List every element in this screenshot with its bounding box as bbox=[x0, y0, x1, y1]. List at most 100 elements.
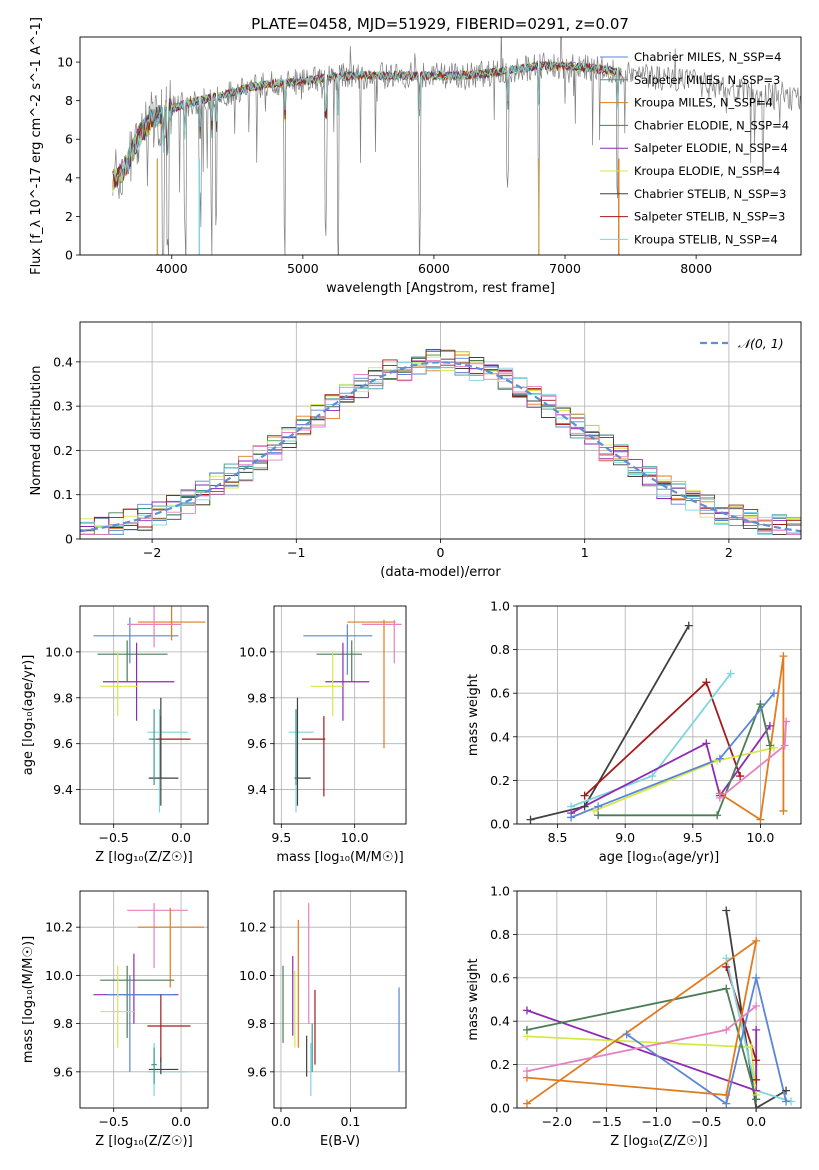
x-tick-label: −0.5 bbox=[99, 1114, 129, 1129]
weight-vs-age-chart: 8.5 9.0 9.5 10.0 0.0 0.2 0.4 0.6 0.8 1.0 age [log₁… bbox=[466, 599, 802, 865]
data-point bbox=[127, 606, 182, 648]
weight-marker bbox=[779, 652, 788, 661]
model-spectrum-line bbox=[112, 61, 622, 188]
y-tick-label: 0.4 bbox=[490, 729, 510, 744]
y-tick-label: 10.0 bbox=[239, 644, 267, 659]
data-point bbox=[310, 651, 343, 717]
weight-series-line bbox=[583, 680, 741, 797]
axes-frame bbox=[79, 36, 802, 256]
data-point bbox=[100, 965, 175, 1039]
weight-marker bbox=[782, 717, 791, 726]
histogram-step bbox=[80, 349, 801, 532]
model-spectrum-line bbox=[112, 60, 622, 188]
weight-marker bbox=[752, 1104, 761, 1112]
age-vs-mass-chart: 9.5 10.0 9.4 9.6 9.8 10.0 mass [log₁₀(M/M☉)] bbox=[239, 605, 407, 865]
legend-label: Salpeter STELIB, N_SSP=3 bbox=[634, 210, 785, 224]
y-tick-label: 0.2 bbox=[490, 773, 510, 788]
weight-marker bbox=[722, 954, 731, 963]
mass-vs-EBV-plot-area bbox=[282, 903, 400, 1096]
y-tick-label: 9.8 bbox=[247, 1016, 267, 1031]
y-tick-label: 10.2 bbox=[239, 920, 267, 935]
x-tick-label: 0.0 bbox=[271, 1114, 291, 1129]
figure-title: PLATE=0458, MJD=51929, FIBERID=0291, z=0… bbox=[251, 15, 629, 33]
data-point bbox=[294, 697, 311, 806]
legend-label: Kroupa ELODIE, N_SSP=4 bbox=[634, 164, 780, 178]
axes-frame bbox=[79, 890, 209, 1109]
legend-label: Salpeter ELODIE, N_SSP=4 bbox=[634, 141, 788, 155]
y-axis-label: mass weight bbox=[466, 674, 481, 756]
weight-marker bbox=[567, 813, 576, 822]
weight-series-line bbox=[570, 692, 775, 819]
data-point bbox=[347, 619, 396, 749]
weight-marker bbox=[684, 621, 693, 630]
data-point bbox=[147, 709, 188, 813]
y-tick-label: 9.4 bbox=[53, 782, 73, 797]
weight-marker bbox=[580, 791, 589, 800]
data-point bbox=[93, 617, 179, 664]
weight-vs-Z-chart: −2.0 −1.5 −1.0 −0.5 0.0 0.0 0.2 0.4 0.6 0.8 1.0 Z [… bbox=[466, 884, 802, 1149]
model-spectrum-line bbox=[112, 60, 622, 193]
weight-marker bbox=[782, 1097, 791, 1106]
y-tick-label: 0.0 bbox=[490, 817, 510, 832]
y-tick-label: 9.6 bbox=[53, 736, 73, 751]
y-tick-label: 1.0 bbox=[490, 599, 510, 614]
y-tick-label: 9.8 bbox=[247, 690, 267, 705]
model-spectrum-line bbox=[112, 60, 622, 188]
weight-marker bbox=[752, 1056, 761, 1065]
weight-marker bbox=[722, 906, 731, 915]
x-axis-label: mass [log₁₀(M/M☉)] bbox=[276, 850, 403, 865]
weight-marker bbox=[594, 811, 603, 820]
y-axis-label: Normed distribution bbox=[29, 366, 44, 496]
x-tick-label: 0.1 bbox=[340, 1114, 360, 1129]
axes-frame bbox=[516, 890, 802, 1109]
x-tick-label: 7000 bbox=[549, 261, 581, 276]
y-tick-label: 0 bbox=[65, 248, 73, 263]
x-tick-label: 0 bbox=[437, 545, 445, 560]
weight-marker bbox=[769, 743, 778, 752]
data-point bbox=[303, 624, 373, 675]
weight-marker bbox=[752, 1095, 761, 1104]
axes-frame bbox=[273, 605, 407, 825]
y-tick-label: 0.1 bbox=[53, 487, 73, 502]
data-point bbox=[100, 651, 138, 717]
weight-marker bbox=[622, 1030, 631, 1039]
x-tick-label: 1 bbox=[581, 545, 589, 560]
data-point bbox=[148, 709, 157, 785]
x-tick-label: 2 bbox=[725, 545, 733, 560]
data-point bbox=[137, 907, 204, 988]
data-point bbox=[151, 1047, 157, 1084]
weight-marker bbox=[590, 806, 599, 815]
x-tick-label: 4000 bbox=[156, 261, 188, 276]
y-tick-label: 9.6 bbox=[247, 1064, 267, 1079]
data-point bbox=[137, 606, 206, 641]
weight-marker bbox=[756, 815, 765, 824]
y-tick-label: 9.8 bbox=[53, 690, 73, 705]
data-point bbox=[97, 640, 168, 682]
data-point bbox=[151, 716, 191, 779]
x-tick-label: 8000 bbox=[680, 261, 712, 276]
legend-label: Chabrier MILES, N_SSP=4 bbox=[634, 50, 781, 64]
x-axis-label: Z [log₁₀(Z/Z☉)] bbox=[95, 850, 192, 865]
x-axis-label: Z [log₁₀(Z/Z☉)] bbox=[95, 1134, 192, 1149]
legend-label: 𝒩(0, 1) bbox=[738, 336, 784, 351]
y-tick-label: 1.0 bbox=[490, 884, 510, 899]
histogram-step bbox=[80, 351, 801, 528]
x-axis-label: age [log₁₀(age/yr)] bbox=[599, 850, 720, 865]
weight-marker bbox=[522, 1025, 531, 1034]
age-vs-Z-plot-area bbox=[93, 606, 206, 813]
x-tick-label: −0.5 bbox=[99, 830, 129, 845]
data-point bbox=[316, 640, 362, 682]
y-tick-label: 9.8 bbox=[53, 1016, 73, 1031]
y-tick-label: 0.0 bbox=[490, 1101, 510, 1116]
x-tick-label: 0.0 bbox=[171, 1114, 191, 1129]
y-tick-label: 9.6 bbox=[247, 736, 267, 751]
axes-frame bbox=[79, 605, 209, 825]
data-point bbox=[288, 709, 314, 813]
weight-series-line bbox=[719, 721, 787, 799]
y-tick-label: 10.2 bbox=[45, 920, 73, 935]
data-point bbox=[127, 903, 188, 969]
y-tick-label: 10.0 bbox=[45, 968, 73, 983]
legend-label: Chabrier ELODIE, N_SSP=4 bbox=[634, 118, 789, 132]
weight-marker bbox=[522, 1006, 531, 1015]
weight-marker bbox=[782, 1086, 791, 1095]
